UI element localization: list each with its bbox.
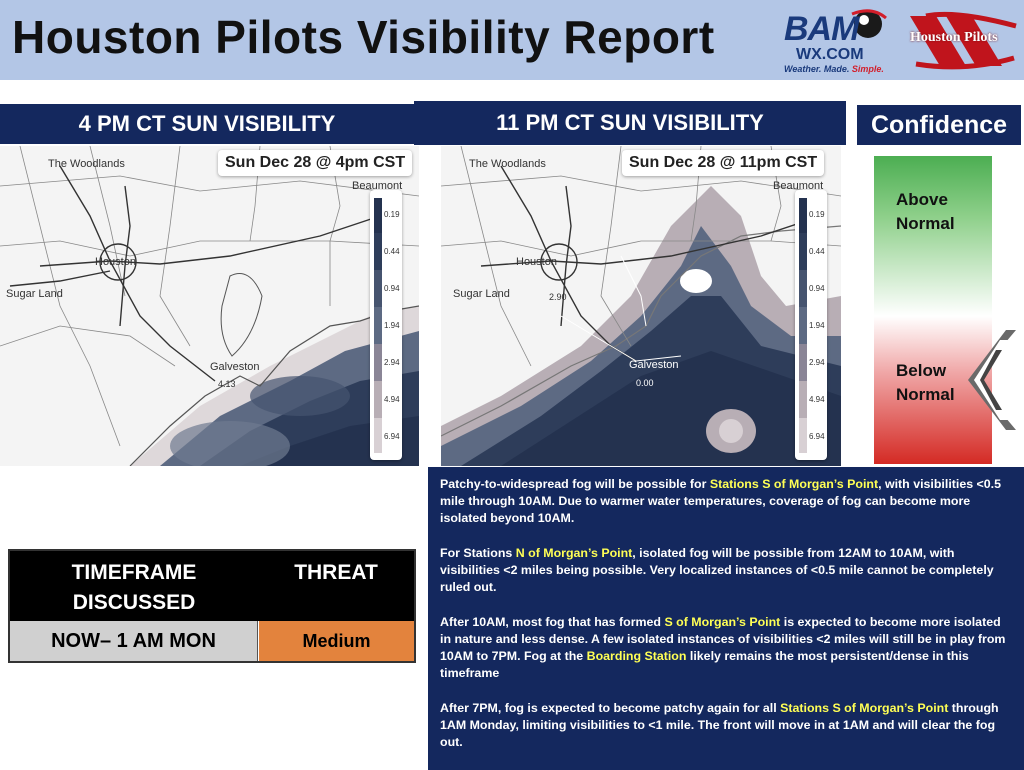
map-11pm: Sun Dec 28 @ 11pm CST The Woodlands Beau…: [441, 146, 841, 466]
legend-label: 0.44: [809, 247, 825, 256]
discussion-text: After 7PM, fog is expected to become pat…: [440, 701, 781, 715]
left-panel-heading: 4 PM CT SUN VISIBILITY: [0, 104, 414, 144]
place-sugar-land: Sugar Land: [453, 288, 510, 300]
place-the-woodlands: The Woodlands: [48, 158, 125, 170]
right-panel-heading: 11 PM CT SUN VISIBILITY: [414, 101, 846, 145]
threat-table: TIMEFRAME DISCUSSED THREAT NOW– 1 AM MON…: [8, 549, 416, 663]
map-11pm-value-label: 0.00: [636, 378, 654, 388]
discussion-paragraph: After 7PM, fog is expected to become pat…: [440, 700, 1012, 751]
place-houston: Houston: [95, 256, 136, 268]
confidence-above-line2: Normal: [896, 214, 955, 233]
timeframe-header-line2: DISCUSSED: [72, 591, 196, 614]
legend-label: 4.94: [384, 395, 400, 404]
discussion-highlight: Stations S of Morgan’s Point: [780, 701, 949, 715]
bam-logo-tagline: Weather. Made. Simple.: [784, 64, 884, 74]
discussion-text: is expected to become more isolated in n…: [440, 615, 1006, 663]
timeframe-header: TIMEFRAME DISCUSSED: [10, 558, 258, 618]
discussion-highlight: N of Morgan’s Point: [515, 546, 633, 560]
map-4pm-base: [0, 146, 419, 466]
place-the-woodlands: The Woodlands: [469, 158, 546, 170]
legend-label: 0.19: [384, 210, 400, 219]
confidence-gradient-bar: [874, 156, 992, 464]
threat-header: THREAT: [294, 561, 378, 584]
confidence-below-label: Below Normal: [896, 359, 955, 407]
discussion-paragraph: After 10AM, most fog that has formed S o…: [440, 614, 1012, 682]
confidence-below-line1: Below: [896, 361, 947, 380]
bam-tagline-part1: Weather. Made.: [784, 64, 852, 74]
page-title: Houston Pilots Visibility Report: [12, 11, 715, 63]
discussion-text: Patchy-to-widespread fog will be possibl…: [440, 477, 710, 491]
discussion-text: , with visibilities <0.5 mile through 10…: [440, 477, 1002, 525]
header: Houston Pilots Visibility Report BAM WX.…: [0, 0, 1024, 80]
legend-label: 1.94: [384, 321, 400, 330]
timeframe-header-line1: TIMEFRAME: [71, 561, 197, 584]
discussion-paragraph: Patchy-to-widespread fog will be possibl…: [440, 476, 1012, 527]
discussion-text: , isolated fog will be possible from 12A…: [440, 546, 994, 594]
houston-pilots-logo-text: Houston Pilots: [910, 30, 998, 45]
bam-logo-subtext: WX.COM: [796, 46, 864, 63]
legend-label: 6.94: [809, 432, 825, 441]
timeframe-cell: NOW– 1 AM MON: [10, 621, 258, 661]
map-11pm-base: [441, 146, 841, 466]
place-galveston: Galveston: [629, 359, 679, 371]
threat-table-header: TIMEFRAME DISCUSSED THREAT: [10, 551, 414, 621]
discussion-paragraph: For Stations N of Morgan’s Point, isolat…: [440, 545, 1012, 596]
discussion-text: For Stations: [440, 546, 516, 560]
map-11pm-value-label: 2.90: [549, 292, 567, 302]
place-sugar-land: Sugar Land: [6, 288, 63, 300]
map-11pm-timestamp: Sun Dec 28 @ 11pm CST: [622, 150, 825, 176]
discussion-highlight: S of Morgan’s Point: [664, 615, 781, 629]
legend-label: 0.19: [809, 210, 825, 219]
houston-pilots-logo: Houston Pilots: [906, 6, 1018, 76]
legend-label: 6.94: [384, 432, 400, 441]
legend-label: 4.94: [809, 395, 825, 404]
place-beaumont: Beaumont: [773, 180, 824, 192]
place-beaumont: Beaumont: [352, 180, 403, 192]
map-4pm: Sun Dec 28 @ 4pm CST The Woodlands Beaum…: [0, 146, 419, 466]
confidence-above-label: Above Normal: [896, 188, 955, 236]
confidence-above-line1: Above: [896, 190, 948, 209]
discussion-text: After 10AM, most fog that has formed: [440, 615, 665, 629]
place-houston: Houston: [516, 256, 557, 268]
bam-wx-logo: BAM WX.COM Weather. Made. Simple.: [782, 6, 902, 76]
place-galveston: Galveston: [210, 361, 260, 373]
legend-label: 0.94: [384, 284, 400, 293]
map-11pm-legend: 0.19 0.44 0.94 1.94 2.94 4.94 6.94: [795, 190, 827, 460]
map-4pm-legend: 0.19 0.44 0.94 1.94 2.94 4.94 6.94: [370, 190, 402, 460]
legend-label: 2.94: [384, 358, 400, 367]
discussion-text: through 1AM Monday, limiting visibilitie…: [440, 701, 999, 749]
map-4pm-timestamp: Sun Dec 28 @ 4pm CST: [218, 150, 413, 176]
legend-label: 2.94: [809, 358, 825, 367]
confidence-below-line2: Normal: [896, 385, 955, 404]
legend-label: 0.94: [809, 284, 825, 293]
table-row: NOW– 1 AM MON Medium: [10, 621, 414, 661]
bam-logo-text: BAM: [784, 10, 859, 48]
confidence-heading: Confidence: [857, 105, 1021, 145]
discussion-highlight: Stations S of Morgan’s Point: [709, 477, 879, 491]
legend-label: 1.94: [809, 321, 825, 330]
bam-tagline-part2: Simple.: [851, 64, 884, 74]
confidence-pointer-icon: [968, 330, 1016, 430]
discussion-highlight: Boarding Station: [586, 649, 687, 663]
legend-label: 0.44: [384, 247, 400, 256]
discussion-text: likely remains the most persistent/dense…: [440, 649, 969, 680]
forecast-discussion: Patchy-to-widespread fog will be possibl…: [428, 467, 1024, 770]
threat-level-cell: Medium: [259, 621, 414, 661]
map-4pm-value-label: 4.13: [218, 379, 236, 389]
